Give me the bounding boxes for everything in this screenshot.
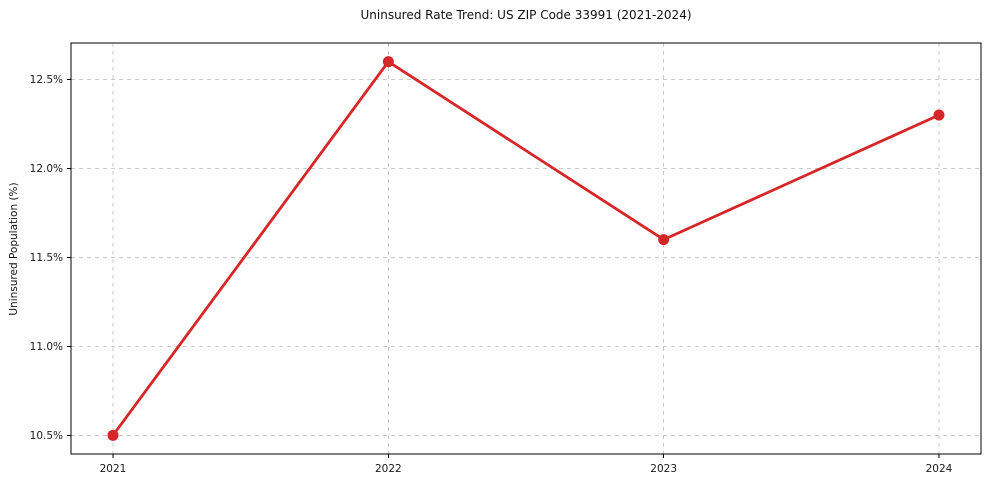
x-tick-label: 2024 [926,463,953,475]
x-tick-label: 2023 [650,463,677,475]
data-point [933,109,945,121]
x-tick-label: 2022 [375,463,402,475]
y-tick-label: 12.5% [30,74,63,86]
y-tick-label: 10.5% [30,430,63,442]
data-point [107,429,119,441]
y-tick-label: 11.0% [30,341,63,353]
data-point [658,234,670,246]
data-point [382,56,394,68]
chart-title: Uninsured Rate Trend: US ZIP Code 33991 … [360,8,692,22]
trend-line [111,60,941,437]
y-tick-label: 11.5% [30,252,63,264]
y-tick-label: 12.0% [30,163,63,175]
plot-spines [70,42,982,455]
x-tick-label: 2021 [100,463,127,475]
